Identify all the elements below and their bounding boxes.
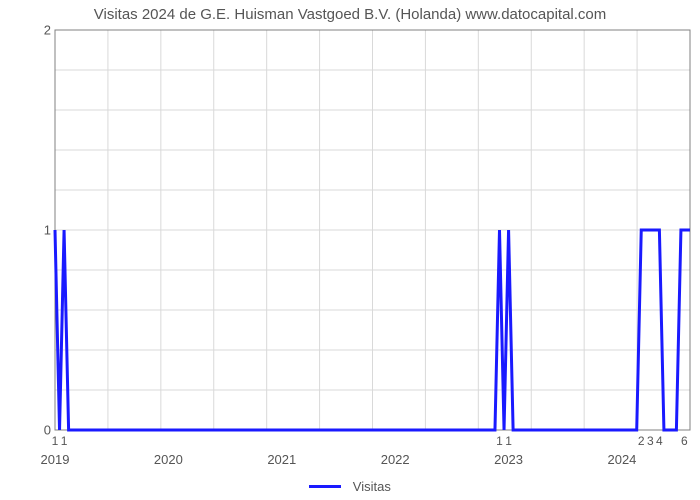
x-minor-label: 1: [496, 434, 503, 448]
x-minor-label: 1: [505, 434, 512, 448]
x-minor-label: 3: [647, 434, 654, 448]
chart-container: { "canvas": { "width": 700, "height": 50…: [0, 0, 700, 500]
x-year-label: 2019: [41, 452, 70, 467]
x-year-label: 2023: [494, 452, 523, 467]
x-year-label: 2024: [607, 452, 636, 467]
chart-legend: Visitas: [0, 478, 700, 494]
x-year-label: 2020: [154, 452, 183, 467]
y-tick-label: 2: [33, 23, 51, 38]
x-year-label: 2022: [381, 452, 410, 467]
chart-plot: [0, 0, 700, 500]
x-minor-label: 1: [52, 434, 59, 448]
legend-swatch: [309, 485, 341, 488]
y-tick-label: 0: [33, 423, 51, 438]
y-tick-label: 1: [33, 223, 51, 238]
x-minor-label: 2: [638, 434, 645, 448]
legend-label: Visitas: [353, 479, 391, 494]
x-minor-label: 1: [61, 434, 68, 448]
x-year-label: 2021: [267, 452, 296, 467]
x-minor-label: 4: [656, 434, 663, 448]
x-minor-label: 6: [681, 434, 688, 448]
